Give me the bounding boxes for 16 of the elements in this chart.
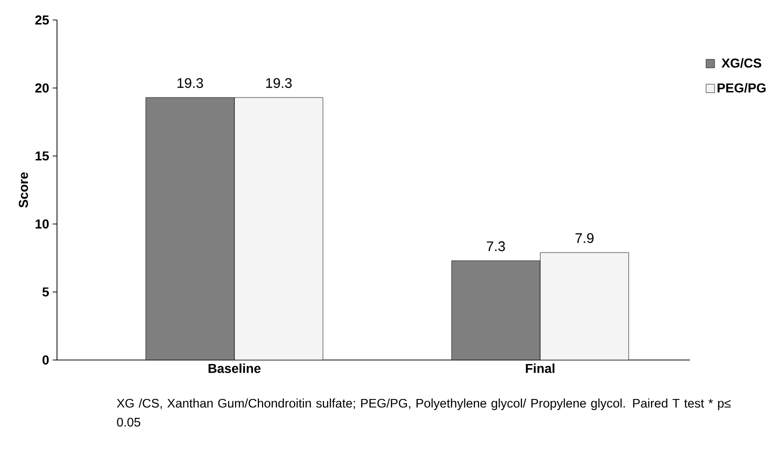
y-tick-label: 10 — [36, 219, 49, 229]
y-tick-label: 25 — [35, 15, 49, 25]
x-tick-label: Final — [526, 364, 554, 374]
y-tick-label: 15 — [36, 151, 49, 160]
legend-label: PEG/PG — [718, 82, 766, 93]
data-label: 7.9 — [576, 233, 594, 244]
text: XG /CS, Xanthan Gum/Chondroitin sulfate; PEG/PG, Polyethylene glycol/ Propylene glycol. Paired T test * p≤ 0.05 — [116, 398, 731, 427]
data-label: 19.3 — [178, 78, 203, 88]
data-label: 19.3 — [266, 78, 292, 88]
y-axis-title: Score — [18, 172, 28, 208]
legend-label: XG/CS — [722, 58, 762, 68]
y-tick-label: 5 — [42, 287, 49, 296]
x-tick-label: Baseline — [208, 364, 261, 374]
y-tick-label: 20 — [35, 83, 49, 93]
data-label: 7.3 — [486, 241, 505, 252]
y-tick-label: 0 — [42, 355, 49, 365]
